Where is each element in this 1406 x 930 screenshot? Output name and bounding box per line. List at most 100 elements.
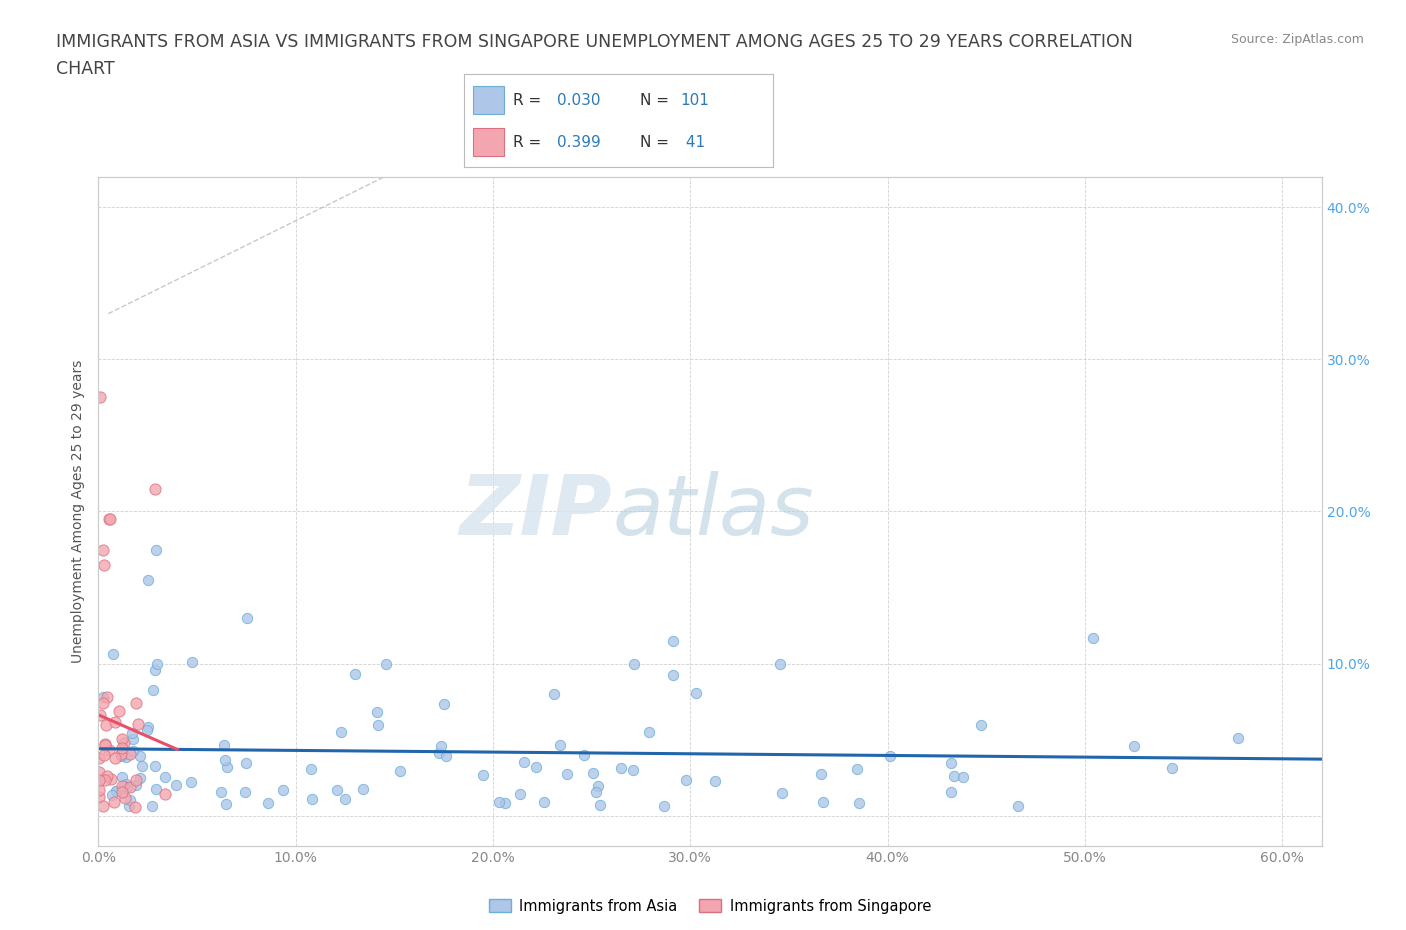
Point bbox=[142, 683, 165, 698]
Text: R =: R = bbox=[513, 135, 541, 150]
Point bbox=[236, 611, 259, 626]
Point bbox=[118, 747, 141, 762]
Point bbox=[118, 798, 141, 813]
Point bbox=[121, 725, 143, 740]
Point bbox=[343, 667, 366, 682]
Point bbox=[143, 481, 166, 496]
Point bbox=[145, 782, 167, 797]
Point bbox=[122, 732, 145, 747]
Point bbox=[1081, 631, 1104, 645]
Point bbox=[623, 657, 645, 671]
Point bbox=[704, 774, 727, 789]
Point bbox=[89, 790, 111, 804]
Point bbox=[104, 751, 127, 766]
Point bbox=[87, 773, 110, 788]
Point bbox=[548, 737, 571, 752]
Point bbox=[769, 657, 792, 671]
Point bbox=[494, 795, 516, 810]
Point bbox=[108, 703, 131, 718]
Point bbox=[118, 792, 141, 807]
Point bbox=[94, 737, 117, 751]
Point bbox=[111, 732, 134, 747]
Point bbox=[770, 785, 793, 800]
Bar bbox=[474, 86, 505, 114]
Point bbox=[235, 755, 257, 770]
Point bbox=[100, 512, 122, 526]
Point bbox=[87, 783, 110, 798]
Point bbox=[145, 542, 167, 557]
Point bbox=[121, 744, 143, 759]
Point bbox=[114, 790, 136, 805]
Point bbox=[652, 798, 675, 813]
Point bbox=[91, 799, 114, 814]
Point bbox=[846, 762, 869, 777]
Text: Source: ZipAtlas.com: Source: ZipAtlas.com bbox=[1230, 33, 1364, 46]
Text: N =: N = bbox=[640, 93, 669, 108]
Point bbox=[165, 777, 187, 792]
Point bbox=[110, 749, 132, 764]
Text: 0.030: 0.030 bbox=[557, 93, 600, 108]
Point bbox=[100, 772, 122, 787]
Point bbox=[685, 685, 707, 700]
Point bbox=[155, 769, 177, 784]
Point bbox=[98, 743, 121, 758]
Point bbox=[939, 756, 962, 771]
Point bbox=[879, 749, 901, 764]
Point bbox=[145, 662, 167, 677]
Point bbox=[96, 768, 118, 783]
Point bbox=[271, 783, 294, 798]
Point bbox=[1007, 799, 1029, 814]
Point bbox=[214, 752, 236, 767]
Point bbox=[91, 689, 114, 704]
Text: N =: N = bbox=[640, 135, 669, 150]
Point bbox=[110, 747, 132, 762]
Point bbox=[87, 751, 110, 765]
Point bbox=[129, 771, 152, 786]
Point bbox=[472, 767, 495, 782]
Point bbox=[89, 390, 111, 405]
Point bbox=[105, 784, 128, 799]
Point bbox=[93, 557, 115, 572]
Point bbox=[589, 797, 612, 812]
Point bbox=[585, 784, 607, 799]
Text: 101: 101 bbox=[681, 93, 710, 108]
Point bbox=[662, 668, 685, 683]
Point bbox=[136, 719, 159, 734]
Point bbox=[810, 766, 832, 781]
Point bbox=[326, 783, 349, 798]
Bar bbox=[474, 128, 505, 156]
Point bbox=[104, 715, 127, 730]
Point bbox=[582, 765, 605, 780]
Point bbox=[111, 785, 134, 800]
Point bbox=[330, 724, 353, 739]
Point bbox=[181, 654, 204, 669]
Point bbox=[124, 799, 146, 814]
Point bbox=[939, 785, 962, 800]
Point bbox=[101, 788, 124, 803]
Point bbox=[138, 573, 160, 588]
Point bbox=[352, 781, 374, 796]
Point bbox=[111, 741, 134, 756]
Legend: Immigrants from Asia, Immigrants from Singapore: Immigrants from Asia, Immigrants from Si… bbox=[482, 893, 938, 920]
Point bbox=[366, 705, 388, 720]
Point bbox=[943, 768, 966, 783]
Point bbox=[115, 779, 138, 794]
Point bbox=[114, 750, 136, 764]
Point bbox=[131, 759, 153, 774]
Point bbox=[97, 512, 120, 526]
Point bbox=[427, 746, 450, 761]
Point bbox=[233, 784, 256, 799]
Point bbox=[94, 737, 117, 752]
Point bbox=[509, 787, 531, 802]
Text: R =: R = bbox=[513, 93, 541, 108]
Point bbox=[89, 708, 111, 723]
Point bbox=[120, 780, 142, 795]
Point bbox=[127, 716, 149, 731]
Point bbox=[111, 778, 134, 793]
Point bbox=[215, 796, 238, 811]
Point bbox=[105, 784, 128, 799]
Point bbox=[96, 717, 118, 732]
Point bbox=[257, 796, 280, 811]
Point bbox=[1227, 731, 1250, 746]
Text: ZIP: ZIP bbox=[460, 471, 612, 552]
